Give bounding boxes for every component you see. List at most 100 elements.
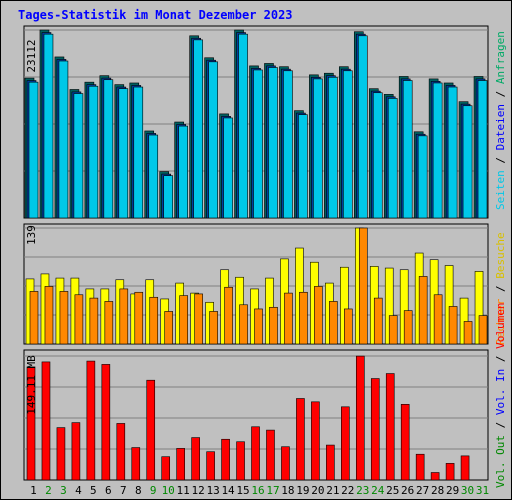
legend-entry: Besuche [494,232,507,285]
bar-rechner-16 [254,308,263,345]
bar-seiten-24 [372,92,383,219]
x-label-day-12: 12 [192,484,205,497]
legend-entry: Volumen [494,303,507,356]
legend-entry: / [494,157,507,170]
x-label-day-18: 18 [281,484,294,497]
bar-rechner-19 [299,291,308,345]
bar-rechner-6 [104,301,114,345]
bar-seiten-25 [387,98,398,219]
x-label-day-10: 10 [162,484,175,497]
bar-seiten-5 [88,85,99,219]
bar-volumen-22 [341,406,350,481]
bar-volumen-20 [311,401,320,481]
bar-seiten-9 [148,134,159,219]
x-label-day-28: 28 [431,484,444,497]
bar-rechner-4 [74,294,84,345]
bar-volumen-12 [191,437,200,481]
legend-entry: / [494,91,507,104]
x-label-day-2: 2 [45,484,52,497]
bar-volumen-29 [445,463,455,481]
bar-seiten-20 [313,78,323,219]
legends: Seiten / Dateien / Anfragen Rechner / Bes… [494,31,507,488]
x-label-day-29: 29 [446,484,459,497]
bar-volumen-30 [460,455,470,481]
bar-seiten-10 [163,175,174,219]
bar-rechner-17 [269,306,278,345]
bar-volumen-13 [206,451,215,481]
bar-rechner-29 [448,306,458,345]
bar-rechner-9 [149,296,159,345]
bar-seiten-23 [357,35,368,219]
legend-entry: Seiten [494,170,507,210]
x-label-day-16: 16 [251,484,264,497]
bar-rechner-31 [478,315,488,345]
x-label-day-8: 8 [135,484,142,497]
bar-seiten-15 [238,33,248,219]
bars [24,29,488,481]
bar-rechner-22 [344,308,353,345]
bar-volumen-27 [415,453,425,481]
bar-seiten-31 [477,80,488,219]
bar-volumen-16 [251,426,260,481]
bar-seiten-1 [28,81,39,219]
bar-volumen-5 [86,360,96,481]
x-label-day-11: 11 [177,484,190,497]
bar-rechner-25 [388,315,398,345]
bar-rechner-18 [284,292,293,345]
x-label-day-5: 5 [90,484,97,497]
bar-seiten-4 [73,93,84,219]
x-label-day-22: 22 [341,484,354,497]
bar-rechner-21 [329,301,338,345]
legend-entry: Vol. Out [494,435,507,488]
bar-rechner-28 [433,294,443,345]
bar-seiten-22 [343,70,353,219]
bar-seiten-16 [253,69,263,219]
legend-entry: / [494,422,507,435]
bar-volumen-18 [281,446,290,481]
x-label-day-19: 19 [296,484,309,497]
bar-seiten-26 [402,80,413,219]
bar-rechner-13 [209,311,218,345]
chart-title: Tages-Statistik im Monat Dezember 2023 [18,8,293,22]
bar-rechner-14 [224,286,233,345]
bar-seiten-19 [298,114,308,219]
bar-seiten-11 [178,125,188,219]
bar-seiten-7 [118,88,129,219]
bar-volumen-24 [370,378,380,481]
x-label-day-20: 20 [311,484,324,497]
bar-volumen-15 [236,441,245,481]
bar-volumen-28 [430,472,440,481]
legend-traffic: Seiten / Dateien / Anfragen [494,31,507,210]
x-label-day-23: 23 [356,484,369,497]
bar-rechner-27 [418,276,428,345]
bar-seiten-8 [133,86,144,219]
bar-seiten-14 [223,117,233,219]
bar-seiten-13 [208,61,218,219]
x-label-day-4: 4 [75,484,82,497]
x-label-day-6: 6 [105,484,112,497]
bar-seiten-3 [58,60,69,219]
bar-seiten-18 [283,70,293,219]
bar-seiten-27 [417,135,428,219]
bar-volumen-11 [176,448,185,481]
legend-entry: Vol. In [494,369,507,422]
bar-volumen-17 [266,429,275,481]
bar-volumen-4 [71,422,81,481]
bar-rechner-20 [314,286,323,345]
bar-rechner-24 [373,297,383,345]
bar-rechner-10 [164,311,174,345]
x-label-day-21: 21 [326,484,339,497]
bar-rechner-8 [134,291,144,345]
x-label-day-26: 26 [401,484,414,497]
volume-max-label: 149.11 MB [25,355,38,415]
x-axis-labels: 1 2 3 4 5 6 7 8 9 10 11 12 13 14 15 16 17 18 19 20 21 22 23 24 2… [30,484,489,497]
x-label-day-3: 3 [60,484,67,497]
legend-visits: Rechner / Besuche [494,232,507,345]
x-label-day-31: 31 [476,484,489,497]
bar-seiten-30 [462,105,473,219]
bar-volumen-19 [296,398,305,481]
x-label-day-1: 1 [30,484,37,497]
bar-volumen-26 [400,404,410,481]
